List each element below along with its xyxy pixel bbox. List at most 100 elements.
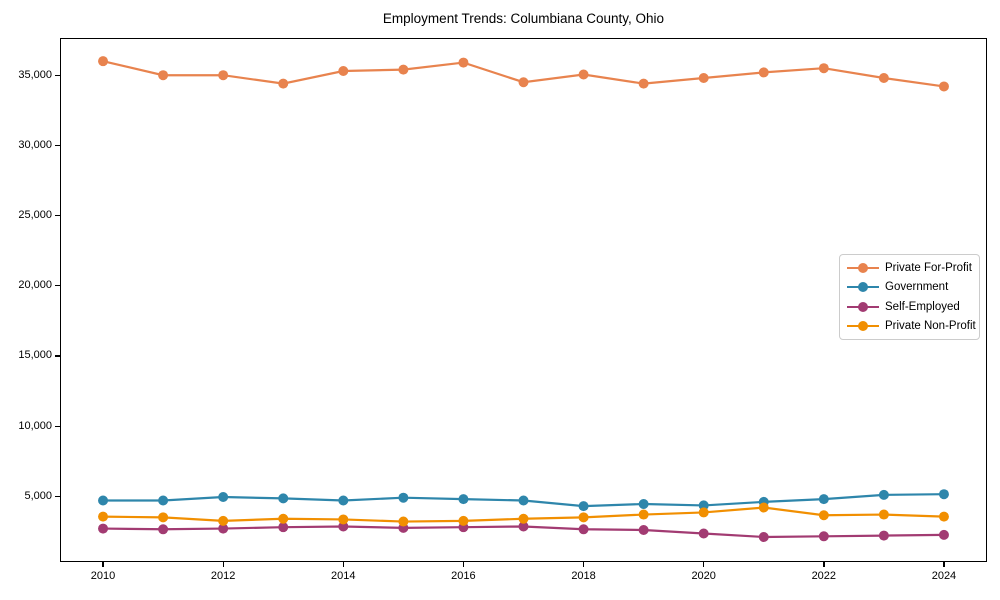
- data-point: [638, 524, 649, 535]
- x-tick-label: 2016: [451, 570, 476, 582]
- data-point: [638, 499, 649, 510]
- legend-item: Private For-Profit: [840, 260, 979, 276]
- x-tick-mark: [582, 562, 585, 567]
- data-point: [698, 73, 709, 84]
- plot-area: [60, 38, 987, 562]
- data-point: [518, 495, 529, 506]
- data-point: [218, 523, 229, 534]
- x-tick-mark: [222, 562, 224, 567]
- legend-label: Private Non-Profit: [885, 320, 976, 333]
- data-point: [938, 81, 949, 92]
- data-point: [98, 495, 109, 506]
- x-tick-label: 2012: [210, 570, 236, 582]
- y-tick-mark: [55, 285, 60, 287]
- legend-item: Government: [840, 279, 979, 295]
- y-tick-label: 15,000: [18, 349, 52, 362]
- data-point: [878, 509, 889, 520]
- x-tick-label: 2022: [811, 570, 837, 582]
- data-point: [218, 491, 229, 502]
- data-point: [938, 529, 949, 540]
- y-tick-mark: [55, 74, 60, 76]
- data-point: [158, 524, 169, 535]
- data-point: [278, 522, 289, 533]
- y-tick-mark: [55, 425, 60, 427]
- data-point: [98, 511, 109, 522]
- data-point: [158, 495, 169, 506]
- x-tick-mark: [342, 562, 344, 567]
- data-point: [818, 494, 829, 505]
- data-point: [758, 67, 769, 78]
- x-tick-mark: [823, 562, 825, 567]
- line-series-canvas: [98, 56, 949, 542]
- data-point: [158, 70, 169, 81]
- x-tick-label: 2018: [571, 570, 596, 582]
- data-point: [698, 528, 709, 539]
- data-point: [398, 516, 409, 527]
- data-point: [398, 492, 409, 503]
- data-point: [518, 513, 529, 524]
- x-tick-label: 2010: [90, 570, 116, 582]
- y-tick-mark: [55, 495, 60, 497]
- data-point: [338, 495, 349, 506]
- data-point: [878, 530, 889, 541]
- data-point: [938, 489, 949, 500]
- data-point: [278, 78, 289, 89]
- legend-label: Private For-Profit: [885, 261, 972, 274]
- data-point: [578, 501, 589, 512]
- data-point: [458, 494, 469, 505]
- data-point: [218, 515, 229, 526]
- data-point: [158, 512, 169, 523]
- x-tick-mark: [102, 562, 104, 567]
- x-tick-mark: [943, 562, 945, 567]
- data-point: [938, 511, 949, 522]
- chart-title: Employment Trends: Columbiana County, Oh…: [382, 11, 665, 26]
- data-point: [818, 63, 829, 74]
- legend-label: Self-Employed: [885, 300, 960, 313]
- data-point: [338, 66, 349, 77]
- data-point: [698, 507, 709, 518]
- data-point: [578, 512, 589, 523]
- data-point: [338, 521, 349, 532]
- y-tick-mark: [55, 355, 60, 357]
- data-point: [98, 56, 109, 67]
- data-point: [578, 69, 589, 80]
- data-point: [818, 531, 829, 542]
- x-tick-label: 2020: [691, 570, 716, 582]
- x-tick-label: 2024: [931, 570, 957, 582]
- y-tick-label: 25,000: [18, 209, 52, 222]
- data-point: [818, 510, 829, 521]
- data-point: [278, 513, 289, 524]
- legend-dot: [858, 301, 868, 312]
- data-point: [758, 502, 769, 513]
- data-point: [458, 515, 469, 526]
- data-point: [698, 500, 709, 511]
- data-point: [338, 514, 349, 525]
- legend-dot: [858, 282, 868, 293]
- data-point: [218, 70, 229, 81]
- y-tick-label: 20,000: [18, 279, 52, 292]
- x-tick-mark: [703, 562, 705, 567]
- data-point: [518, 77, 529, 88]
- y-tick-label: 30,000: [18, 138, 52, 151]
- legend-item: Self-Employed: [840, 299, 979, 315]
- legend-dot: [858, 321, 868, 332]
- legend-item: Private Non-Profit: [840, 318, 979, 334]
- legend-line-marker-icon: [847, 262, 879, 273]
- x-tick-mark: [462, 562, 465, 567]
- legend-line-marker-icon: [847, 282, 879, 293]
- y-tick-label: 5,000: [24, 489, 52, 502]
- legend: Private For-Profit Government Self-Employe…: [839, 254, 980, 340]
- data-point: [638, 509, 649, 520]
- data-point: [278, 493, 289, 504]
- legend-label: Government: [885, 281, 949, 294]
- data-point: [878, 489, 889, 500]
- legend-dot: [858, 262, 868, 273]
- y-tick-label: 10,000: [18, 419, 52, 432]
- data-point: [638, 78, 649, 89]
- legend-line-marker-icon: [847, 321, 879, 332]
- y-tick-label: 35,000: [18, 68, 52, 81]
- data-point: [758, 531, 769, 542]
- data-point: [98, 523, 109, 534]
- data-point: [398, 64, 409, 75]
